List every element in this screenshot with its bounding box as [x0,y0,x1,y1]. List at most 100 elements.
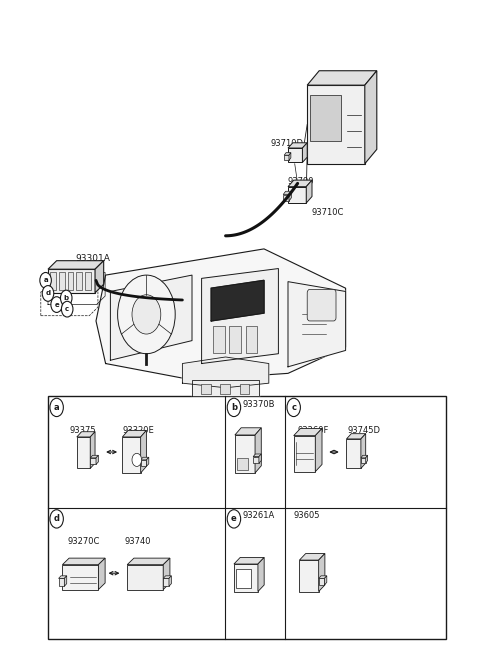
Text: 93790: 93790 [288,177,314,186]
Text: b: b [64,295,69,301]
Polygon shape [300,553,325,560]
Polygon shape [234,564,258,591]
Polygon shape [163,558,170,590]
Polygon shape [288,282,346,367]
Polygon shape [90,455,98,458]
Polygon shape [315,428,322,472]
Polygon shape [235,435,255,473]
Text: a: a [43,277,48,284]
Circle shape [50,510,63,528]
Polygon shape [127,565,163,590]
Polygon shape [284,153,291,155]
Polygon shape [211,280,264,321]
Polygon shape [302,143,307,162]
Text: 93261A: 93261A [242,511,275,520]
Polygon shape [288,180,312,187]
FancyBboxPatch shape [59,272,65,290]
Polygon shape [288,148,302,162]
Polygon shape [259,454,261,463]
FancyBboxPatch shape [213,326,225,353]
Circle shape [50,398,63,417]
Polygon shape [146,457,149,466]
Polygon shape [306,180,312,203]
Polygon shape [289,191,291,201]
Text: d: d [54,514,60,523]
FancyBboxPatch shape [236,569,251,588]
Polygon shape [283,191,291,195]
Polygon shape [361,434,366,468]
Polygon shape [289,153,291,160]
FancyBboxPatch shape [229,326,241,353]
Polygon shape [300,560,319,591]
FancyBboxPatch shape [246,326,257,353]
Polygon shape [307,85,365,164]
Polygon shape [98,558,105,590]
Polygon shape [90,432,95,468]
Polygon shape [365,71,377,164]
Polygon shape [77,437,90,468]
Polygon shape [192,380,259,396]
Polygon shape [361,455,368,458]
Polygon shape [284,155,289,160]
Polygon shape [347,434,366,439]
Text: b: b [231,403,237,412]
Circle shape [118,275,175,354]
Text: e: e [54,301,59,308]
Polygon shape [324,576,327,585]
FancyBboxPatch shape [307,290,336,321]
Circle shape [227,510,240,528]
Circle shape [227,398,240,417]
Polygon shape [77,432,95,437]
Polygon shape [62,565,98,590]
Text: 93745D: 93745D [348,426,381,435]
Polygon shape [202,269,278,364]
Polygon shape [319,553,325,591]
Circle shape [42,286,54,301]
Text: 93301A: 93301A [76,253,111,263]
Text: d: d [46,290,50,297]
Polygon shape [319,576,327,578]
Text: e: e [231,514,237,523]
Circle shape [40,272,51,288]
Text: 93710D: 93710D [271,139,304,148]
Polygon shape [96,249,346,380]
Polygon shape [366,455,368,463]
Text: 93270C: 93270C [67,537,99,546]
Polygon shape [234,557,264,564]
Polygon shape [59,578,64,586]
Polygon shape [294,436,315,472]
Polygon shape [59,576,67,578]
Text: c: c [65,306,69,312]
FancyBboxPatch shape [85,272,91,290]
Circle shape [61,301,73,317]
Polygon shape [255,428,261,473]
Polygon shape [163,578,169,586]
Polygon shape [253,457,259,463]
Text: 93370B: 93370B [242,400,275,409]
Polygon shape [95,261,104,293]
FancyBboxPatch shape [201,384,211,394]
FancyBboxPatch shape [68,272,73,290]
Text: 93375: 93375 [70,426,96,435]
Polygon shape [62,558,105,565]
Polygon shape [141,457,149,460]
Polygon shape [127,558,170,565]
Polygon shape [182,357,269,388]
Polygon shape [90,458,96,464]
Text: a: a [54,403,60,412]
FancyBboxPatch shape [76,272,82,290]
Polygon shape [294,428,322,436]
Polygon shape [288,187,306,203]
Polygon shape [141,430,146,473]
Polygon shape [288,143,307,148]
Text: 93740: 93740 [125,537,151,546]
Polygon shape [169,576,171,586]
Polygon shape [283,195,289,201]
FancyBboxPatch shape [237,458,248,470]
Polygon shape [347,439,361,468]
Polygon shape [122,430,146,437]
Polygon shape [48,269,95,293]
Polygon shape [96,455,98,464]
Polygon shape [141,460,146,466]
FancyBboxPatch shape [50,272,56,290]
